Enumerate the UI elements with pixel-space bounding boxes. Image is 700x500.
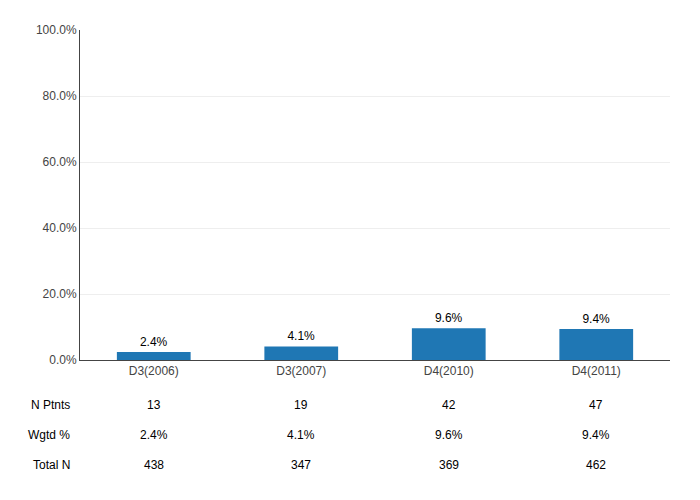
svg-text:0.0%: 0.0% (49, 353, 77, 367)
svg-text:9.6%: 9.6% (435, 428, 463, 442)
svg-text:13: 13 (147, 398, 161, 412)
svg-text:9.6%: 9.6% (435, 311, 463, 325)
svg-text:100.0%: 100.0% (36, 23, 77, 37)
svg-text:47: 47 (589, 398, 603, 412)
svg-text:369: 369 (439, 458, 459, 472)
svg-text:438: 438 (144, 458, 164, 472)
svg-text:N Ptnts: N Ptnts (31, 398, 70, 412)
svg-text:9.4%: 9.4% (582, 428, 610, 442)
svg-text:40.0%: 40.0% (43, 221, 77, 235)
svg-text:4.1%: 4.1% (287, 428, 315, 442)
svg-text:19: 19 (294, 398, 308, 412)
svg-text:2.4%: 2.4% (140, 428, 168, 442)
svg-text:4.1%: 4.1% (287, 329, 315, 343)
svg-text:347: 347 (291, 458, 311, 472)
svg-text:20.0%: 20.0% (43, 287, 77, 301)
svg-text:Wgtd %: Wgtd % (28, 428, 70, 442)
svg-text:D3(2007): D3(2007) (276, 364, 326, 378)
svg-text:80.0%: 80.0% (43, 89, 77, 103)
svg-text:9.4%: 9.4% (582, 312, 610, 326)
svg-text:462: 462 (586, 458, 606, 472)
svg-text:Total N: Total N (33, 458, 70, 472)
svg-text:D4(2011): D4(2011) (572, 364, 621, 378)
svg-text:D4(2010): D4(2010) (424, 364, 474, 378)
svg-text:D3(2006): D3(2006) (129, 364, 179, 378)
svg-text:42: 42 (442, 398, 456, 412)
svg-text:2.4%: 2.4% (140, 335, 168, 349)
svg-text:60.0%: 60.0% (43, 155, 77, 169)
